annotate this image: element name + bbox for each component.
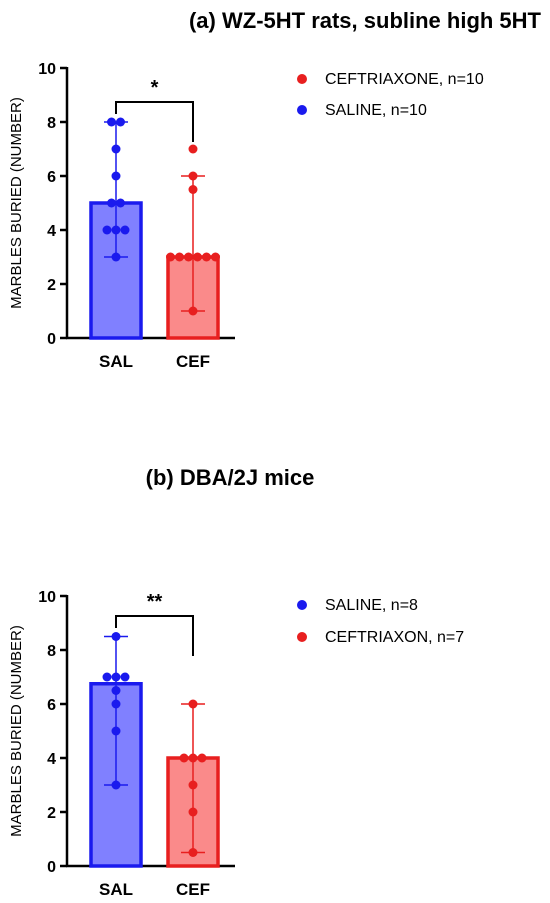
data-point	[107, 117, 116, 127]
legend-marker	[297, 74, 307, 84]
data-point	[111, 699, 121, 709]
data-point	[116, 117, 125, 127]
y-axis-label: MARBLES BURIED (NUMBER)	[8, 625, 25, 837]
data-point	[102, 672, 112, 682]
data-point	[193, 252, 202, 262]
data-point	[175, 252, 184, 262]
y-tick-label: 4	[47, 223, 56, 240]
significance-label: **	[147, 591, 163, 613]
legend-entry: SALINE, n=8	[325, 597, 418, 614]
data-point	[188, 144, 198, 154]
significance-label: *	[151, 77, 159, 99]
data-point	[188, 780, 198, 790]
data-point	[111, 225, 121, 235]
data-point	[188, 171, 198, 181]
data-point	[120, 225, 130, 235]
data-point	[111, 726, 121, 736]
data-point	[184, 252, 193, 262]
y-tick-label: 10	[38, 61, 56, 78]
data-point	[188, 848, 198, 857]
data-point	[107, 198, 116, 208]
data-point	[120, 672, 130, 682]
data-point	[116, 198, 125, 208]
data-point	[188, 753, 198, 763]
y-tick-label: 0	[47, 859, 56, 876]
y-tick-label: 2	[47, 277, 56, 294]
y-tick-label: 8	[47, 643, 56, 660]
data-point	[166, 252, 175, 262]
data-point	[188, 185, 198, 194]
data-point	[188, 807, 198, 817]
legend-marker	[297, 600, 307, 610]
data-point	[111, 632, 121, 641]
legend-entry: SALINE, n=10	[325, 102, 427, 119]
data-point	[111, 686, 121, 695]
y-tick-label: 2	[47, 805, 56, 822]
data-point	[111, 144, 121, 154]
data-point	[102, 225, 112, 235]
y-tick-label: 4	[47, 751, 56, 768]
category-label: SAL	[99, 880, 133, 899]
category-label: CEF	[176, 880, 210, 899]
data-point	[111, 780, 121, 790]
legend-entry: CEFTRIAXONE, n=10	[325, 71, 484, 88]
category-label: CEF	[176, 352, 210, 371]
chart-title: (b) DBA/2J mice	[146, 465, 315, 490]
y-tick-label: 8	[47, 115, 56, 132]
legend-marker	[297, 105, 307, 115]
data-point	[197, 753, 207, 763]
legend-marker	[297, 632, 307, 642]
y-axis-label: MARBLES BURIED (NUMBER)	[8, 97, 25, 309]
data-point	[111, 252, 121, 262]
data-point	[188, 306, 198, 316]
data-point	[111, 672, 121, 682]
y-tick-label: 6	[47, 697, 56, 714]
significance-bracket	[115, 615, 194, 656]
data-point	[202, 252, 211, 262]
y-tick-label: 10	[38, 589, 56, 606]
y-tick-label: 6	[47, 169, 56, 186]
y-tick-label: 0	[47, 331, 56, 348]
chart-a: (a) WZ-5HT rats, subline high 5HT MARBLES…	[8, 8, 542, 371]
category-label: SAL	[99, 352, 133, 371]
chart-title: (a) WZ-5HT rats, subline high 5HT	[189, 8, 542, 33]
chart-b: (b) DBA/2J mice MARBLES BURIED (NUMBER) 0 2…	[8, 465, 464, 899]
significance-bracket	[115, 101, 194, 142]
data-point	[211, 252, 220, 262]
data-point	[188, 699, 198, 709]
data-point	[111, 171, 121, 181]
data-point	[179, 753, 189, 763]
legend-entry: CEFTRIAXON, n=7	[325, 629, 464, 646]
